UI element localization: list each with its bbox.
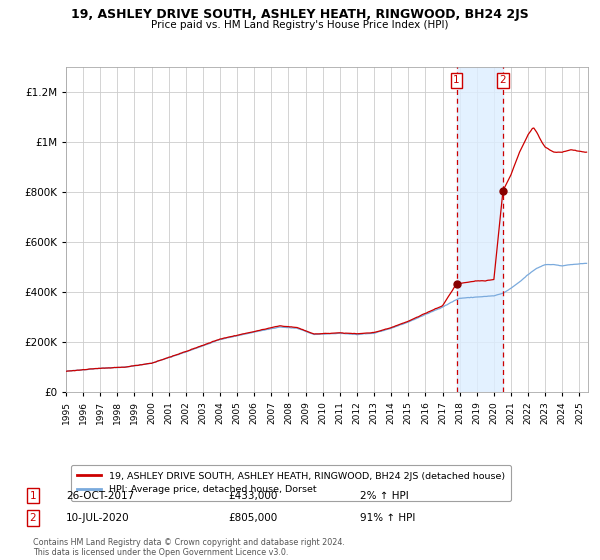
Bar bbox=[457, 67, 503, 392]
Legend: 19, ASHLEY DRIVE SOUTH, ASHLEY HEATH, RINGWOOD, BH24 2JS (detached house), HPI: : 19, ASHLEY DRIVE SOUTH, ASHLEY HEATH, RI… bbox=[71, 465, 511, 501]
Text: Price paid vs. HM Land Registry's House Price Index (HPI): Price paid vs. HM Land Registry's House … bbox=[151, 20, 449, 30]
Text: 19, ASHLEY DRIVE SOUTH, ASHLEY HEATH, RINGWOOD, BH24 2JS: 19, ASHLEY DRIVE SOUTH, ASHLEY HEATH, RI… bbox=[71, 8, 529, 21]
Text: 10-JUL-2020: 10-JUL-2020 bbox=[66, 513, 130, 523]
Text: £805,000: £805,000 bbox=[228, 513, 277, 523]
Text: Contains HM Land Registry data © Crown copyright and database right 2024.
This d: Contains HM Land Registry data © Crown c… bbox=[33, 538, 345, 557]
Text: 2% ↑ HPI: 2% ↑ HPI bbox=[360, 491, 409, 501]
Text: 1: 1 bbox=[29, 491, 37, 501]
Text: 2: 2 bbox=[29, 513, 37, 523]
Text: 26-OCT-2017: 26-OCT-2017 bbox=[66, 491, 134, 501]
Text: 91% ↑ HPI: 91% ↑ HPI bbox=[360, 513, 415, 523]
Text: 2: 2 bbox=[500, 75, 506, 85]
Text: £433,000: £433,000 bbox=[228, 491, 277, 501]
Text: 1: 1 bbox=[453, 75, 460, 85]
